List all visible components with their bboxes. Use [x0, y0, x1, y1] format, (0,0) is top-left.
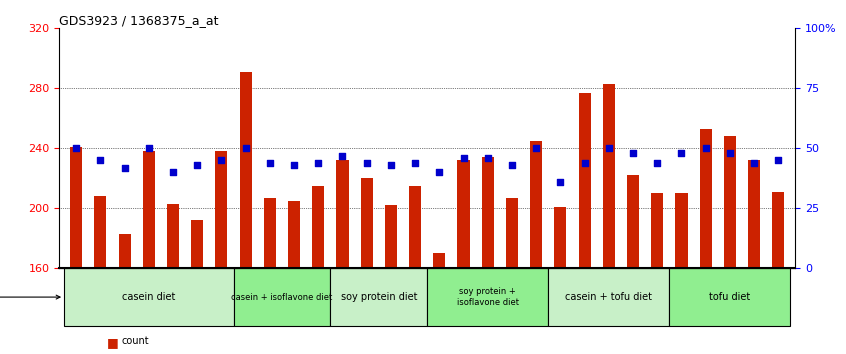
Bar — [118, 234, 130, 268]
Bar — [602, 84, 615, 268]
Bar — [433, 253, 445, 268]
Point — [263, 160, 277, 166]
Bar — [675, 193, 688, 268]
Bar — [669, 268, 790, 326]
Point — [142, 145, 156, 151]
Bar — [233, 268, 331, 326]
Point — [118, 165, 131, 171]
Point — [336, 153, 349, 159]
Point — [723, 150, 737, 156]
Bar — [748, 160, 761, 268]
Text: count: count — [122, 336, 150, 346]
Bar — [506, 198, 518, 268]
Bar — [264, 198, 276, 268]
Bar — [530, 141, 542, 268]
Bar — [191, 221, 203, 268]
Bar — [385, 205, 397, 268]
Text: casein + tofu diet: casein + tofu diet — [565, 292, 652, 302]
Bar — [651, 193, 663, 268]
Bar — [481, 158, 494, 268]
Point — [239, 145, 252, 151]
Text: ■: ■ — [107, 336, 118, 349]
Text: GDS3923 / 1368375_a_at: GDS3923 / 1368375_a_at — [59, 14, 219, 27]
Bar — [700, 129, 711, 268]
Bar — [409, 186, 421, 268]
Point — [626, 150, 640, 156]
Point — [94, 158, 107, 163]
Bar — [94, 196, 107, 268]
Text: soy protein +
isoflavone diet: soy protein + isoflavone diet — [457, 287, 519, 307]
Bar — [167, 204, 179, 268]
Point — [409, 160, 422, 166]
Point — [553, 179, 567, 185]
Bar — [548, 268, 669, 326]
Bar — [64, 268, 233, 326]
Bar — [312, 186, 324, 268]
Bar — [288, 201, 300, 268]
Point — [288, 162, 301, 168]
Point — [384, 162, 398, 168]
Bar — [70, 147, 82, 268]
Bar — [724, 136, 736, 268]
Bar — [143, 152, 155, 268]
Text: tofu diet: tofu diet — [709, 292, 750, 302]
Bar — [579, 93, 591, 268]
Point — [747, 160, 761, 166]
Bar — [239, 72, 252, 268]
Point — [167, 170, 180, 175]
Bar — [772, 192, 784, 268]
Point — [651, 160, 664, 166]
Text: protocol: protocol — [0, 292, 60, 302]
Point — [578, 160, 591, 166]
Point — [772, 158, 785, 163]
Point — [699, 145, 712, 151]
Point — [602, 145, 616, 151]
Point — [530, 145, 543, 151]
Point — [360, 160, 373, 166]
Point — [190, 162, 204, 168]
Point — [311, 160, 325, 166]
Bar — [458, 160, 470, 268]
Point — [674, 150, 688, 156]
Text: casein + isoflavone diet: casein + isoflavone diet — [231, 293, 332, 302]
Bar — [337, 160, 349, 268]
Point — [505, 162, 519, 168]
Point — [69, 145, 83, 151]
Point — [457, 155, 470, 161]
Text: casein diet: casein diet — [122, 292, 175, 302]
Bar — [216, 152, 228, 268]
Text: soy protein diet: soy protein diet — [341, 292, 417, 302]
Bar — [360, 178, 373, 268]
Bar — [627, 176, 639, 268]
Bar — [554, 207, 567, 268]
Point — [481, 155, 495, 161]
Point — [432, 170, 446, 175]
Bar — [331, 268, 427, 326]
Point — [215, 158, 228, 163]
Bar — [427, 268, 548, 326]
